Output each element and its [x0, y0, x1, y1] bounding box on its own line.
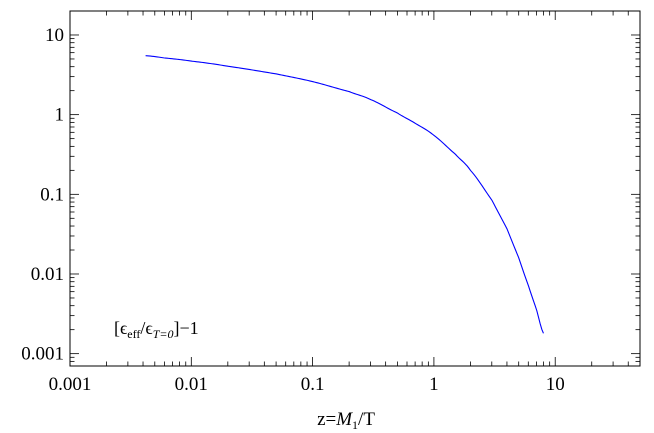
ticks [69, 10, 641, 367]
y-tick-label: 0.01 [31, 264, 64, 285]
plot-frame [69, 10, 641, 367]
x-tick-label: 1 [429, 374, 439, 395]
tick-labels: 0.001 0.01 0.1 1 10 0.001 0.01 0.1 1 10 [21, 25, 564, 395]
annotation-label: [ϵeff/ϵT=0]−1 [114, 318, 199, 341]
y-tick-label: 10 [45, 25, 64, 46]
series-line [145, 55, 544, 334]
y-tick-label: 0.1 [40, 184, 64, 205]
x-tick-label: 0.01 [175, 374, 208, 395]
y-tick-label: 0.001 [21, 344, 64, 365]
x-tick-label: 0.1 [301, 374, 325, 395]
x-tick-label: 10 [546, 374, 565, 395]
y-tick-label: 1 [55, 105, 65, 126]
x-axis-title: z=M1/T [317, 409, 375, 432]
x-tick-label: 0.001 [49, 374, 92, 395]
